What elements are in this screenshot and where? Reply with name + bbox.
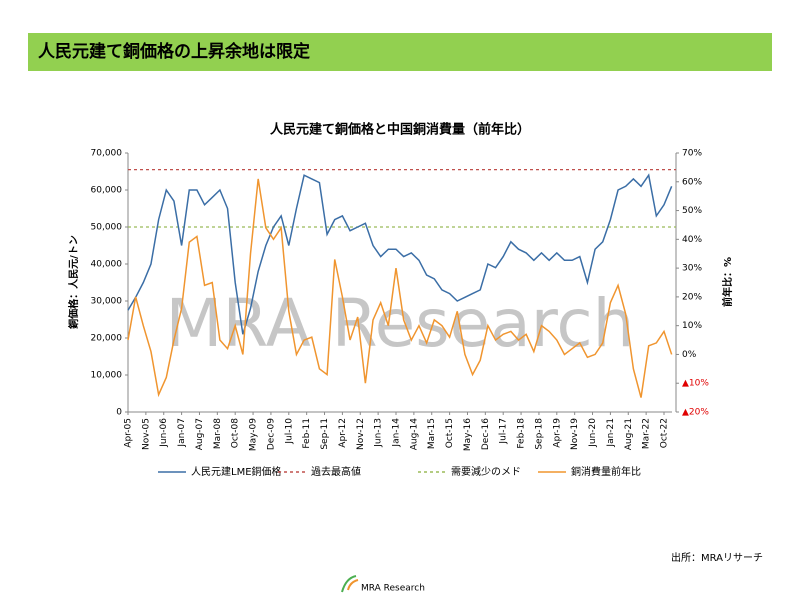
series-line	[127, 178, 673, 398]
x-tick-label: Jun-20	[588, 418, 598, 448]
x-tick-label: Aug-21	[624, 418, 634, 450]
y2-tick-label: ▲20%	[682, 408, 709, 418]
x-tick-label: Jul-17	[499, 418, 509, 445]
x-tick-label: May-16	[463, 418, 473, 451]
x-tick-label: Dec-16	[481, 418, 491, 450]
logo-text: MRA Research	[361, 584, 425, 594]
x-tick-label: Aug-07	[195, 418, 205, 450]
y2-tick-label: 30%	[682, 264, 702, 274]
legend-label: 需要減少のメド	[451, 465, 521, 478]
x-tick-label: May-09	[249, 418, 259, 451]
x-tick-label: Mar-22	[642, 418, 652, 449]
x-tick-label: Sep-18	[534, 418, 544, 450]
y-tick-label: 60,000	[91, 186, 123, 196]
y2-tick-label: 10%	[682, 321, 702, 331]
series-line	[127, 173, 673, 335]
y-tick-label: 20,000	[91, 334, 123, 344]
header-title: 人民元建て銅価格の上昇余地は限定	[38, 41, 310, 62]
x-tick-label: Jun-13	[374, 418, 384, 448]
y2-tick-label: 60%	[682, 177, 702, 187]
x-tick-label: Feb-18	[517, 418, 527, 449]
x-tick-label: Nov-19	[570, 418, 580, 450]
x-tick-label: Nov-12	[356, 418, 366, 450]
x-tick-label: Mar-08	[213, 418, 223, 449]
y2-tick-label: 0%	[682, 350, 697, 360]
y-tick-label: 40,000	[91, 260, 123, 270]
y-tick-label: 30,000	[91, 297, 123, 307]
y-axis-label: 銅価格：人民元/トン	[67, 235, 80, 329]
y-tick-label: 10,000	[91, 371, 123, 381]
x-tick-label: Nov-05	[141, 418, 151, 450]
x-tick-label: Jan-21	[606, 418, 616, 448]
y-tick-label: 50,000	[91, 223, 123, 233]
x-tick-label: Aug-14	[409, 418, 419, 451]
x-tick-label: Jul-10	[284, 418, 294, 445]
x-tick-label: Oct-22	[660, 418, 670, 448]
x-tick-label: Jan-14	[392, 418, 402, 448]
y2-tick-label: 20%	[682, 292, 702, 302]
y-tick-label: 0	[116, 408, 122, 418]
y2-tick-label: 70%	[682, 149, 702, 159]
y2-axis-label: 前年比：%	[721, 257, 734, 307]
source: 出所：MRAリサーチ	[671, 551, 763, 564]
x-tick-label: Dec-09	[266, 418, 276, 450]
x-tick-label: Jun-06	[159, 418, 169, 448]
legend-label: 銅消費量前年比	[571, 465, 641, 478]
legend-label: 人民元建LME銅価格	[191, 465, 282, 478]
x-tick-label: Apr-19	[552, 418, 562, 448]
x-tick-label: Oct-15	[445, 418, 455, 448]
header-banner	[28, 33, 772, 71]
y2-tick-label: ▲10%	[682, 379, 709, 389]
chart-title: 人民元建て銅価格と中国銅消費量（前年比）	[270, 122, 530, 138]
legend-label: 過去最高値	[311, 465, 361, 478]
x-tick-label: Oct-08	[231, 418, 241, 449]
y-tick-label: 70,000	[91, 149, 123, 159]
x-tick-label: Apr-12	[338, 418, 348, 448]
y2-tick-label: 40%	[682, 235, 702, 245]
x-tick-label: Sep-11	[320, 418, 330, 450]
x-tick-label: Mar-15	[427, 418, 437, 449]
x-tick-label: Feb-11	[302, 418, 312, 449]
y2-tick-label: 50%	[682, 206, 702, 216]
logo-icon	[341, 575, 359, 593]
x-tick-label: Jan-07	[177, 418, 187, 448]
x-tick-label: Apr-05	[124, 418, 134, 448]
